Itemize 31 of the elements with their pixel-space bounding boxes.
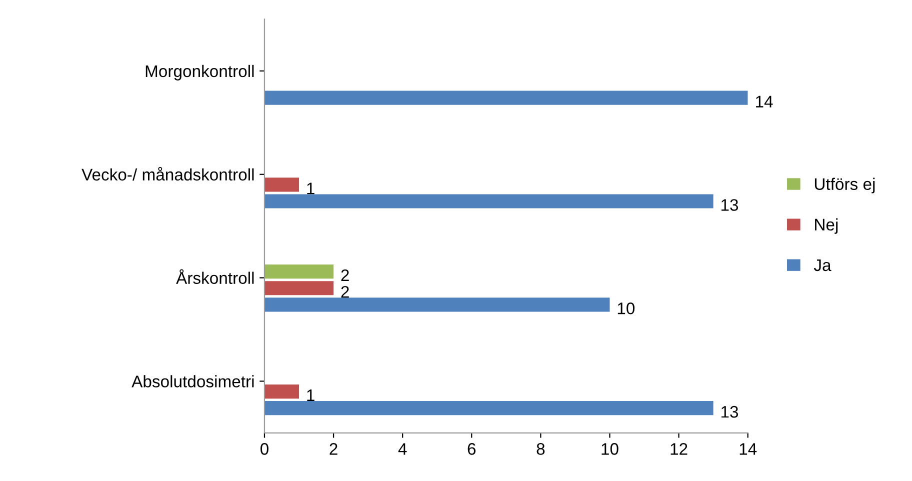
legend-label: Utförs ej	[814, 178, 875, 194]
y-tick-label: Absolutdosimetri	[132, 375, 254, 388]
x-tick-label: 4	[398, 443, 407, 455]
data-label: 2	[341, 286, 349, 298]
x-tick-label: 8	[536, 443, 545, 455]
bar	[264, 298, 610, 312]
y-tick-label: Morgonkontroll	[146, 64, 254, 80]
bar	[264, 264, 334, 279]
data-label: 2	[341, 269, 349, 282]
bar	[264, 178, 300, 192]
legend-label: Nej	[815, 218, 838, 234]
data-label: 1	[307, 390, 314, 402]
x-tick-label: 10	[602, 443, 618, 455]
bar	[264, 90, 748, 105]
bar	[264, 281, 334, 296]
bar	[264, 194, 714, 208]
y-tick-label: Vecko-/ månadskontroll	[82, 166, 254, 181]
data-label: 13	[721, 199, 738, 211]
x-tick-label: 2	[330, 443, 338, 455]
y-tick-label: Årskontroll	[176, 269, 254, 284]
bar	[264, 384, 300, 399]
bar	[264, 401, 714, 416]
data-label: 10	[618, 302, 635, 314]
data-label: 1	[307, 182, 314, 194]
x-tick-label: 0	[260, 443, 268, 455]
x-tick-label: 12	[670, 443, 688, 455]
x-tick-label: 14	[740, 443, 757, 455]
legend-label: Ja	[814, 259, 832, 272]
data-label: 13	[721, 406, 738, 418]
data-label: 14	[756, 96, 773, 108]
x-tick-label: 6	[468, 443, 476, 455]
